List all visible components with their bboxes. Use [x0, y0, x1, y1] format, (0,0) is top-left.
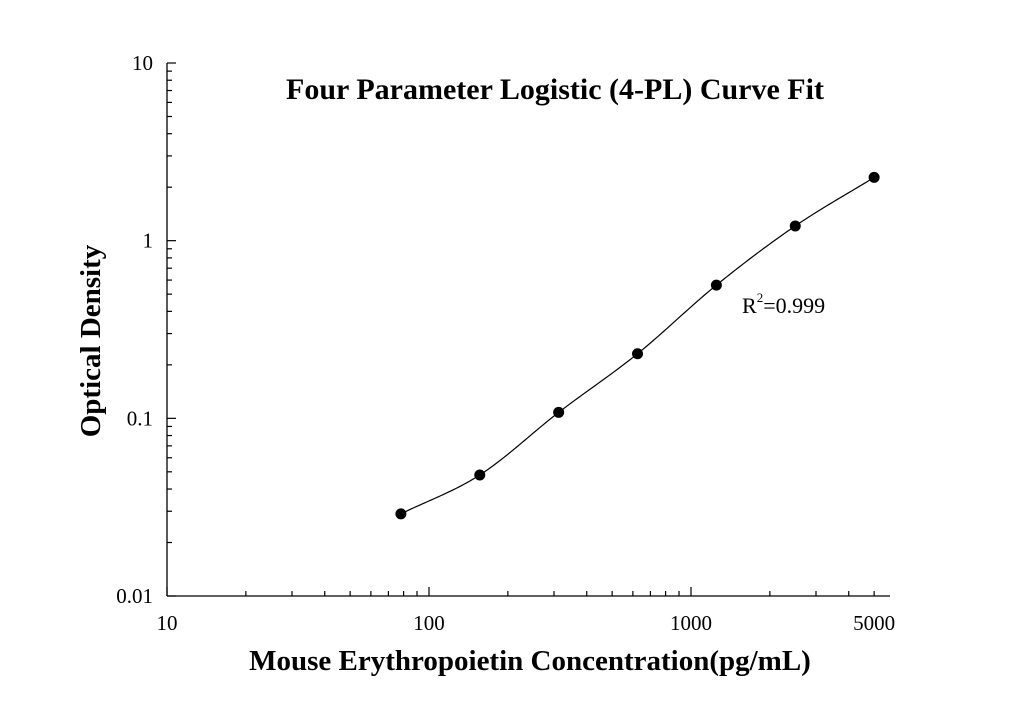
x-tick-label: 10 [157, 611, 178, 635]
data-point [474, 469, 486, 481]
fit-curve [400, 176, 875, 515]
y-ticks [167, 62, 176, 597]
data-point [710, 279, 722, 291]
data-point [395, 508, 407, 520]
r-squared-value: =0.999 [763, 293, 825, 318]
data-point [868, 171, 880, 183]
data-point [553, 406, 565, 418]
y-tick-label: 0.1 [127, 406, 153, 430]
y-tick-label: 10 [132, 51, 153, 75]
data-point [632, 348, 644, 360]
r-squared-annotation: R2=0.999 [742, 290, 825, 318]
data-point [789, 220, 801, 232]
r-squared-superscript: 2 [757, 290, 764, 305]
y-axis-label: Optical Density [75, 244, 107, 437]
r-squared-r: R [742, 293, 757, 318]
x-tick-label: 5000 [853, 611, 895, 635]
x-ticks [166, 587, 875, 596]
axes [166, 63, 890, 597]
chart-title: Four Parameter Logistic (4-PL) Curve Fit [286, 73, 824, 106]
x-tick-labels: 10 100 1000 5000 [157, 611, 896, 635]
y-tick-labels: 0.01 0.1 1 10 [116, 51, 153, 608]
y-tick-label: 0.01 [116, 584, 153, 608]
x-tick-label: 1000 [670, 611, 712, 635]
x-tick-label: 100 [413, 611, 445, 635]
y-tick-label: 1 [143, 229, 154, 253]
x-axis-label: Mouse Erythropoietin Concentration(pg/mL… [249, 645, 811, 677]
data-points [395, 171, 880, 520]
